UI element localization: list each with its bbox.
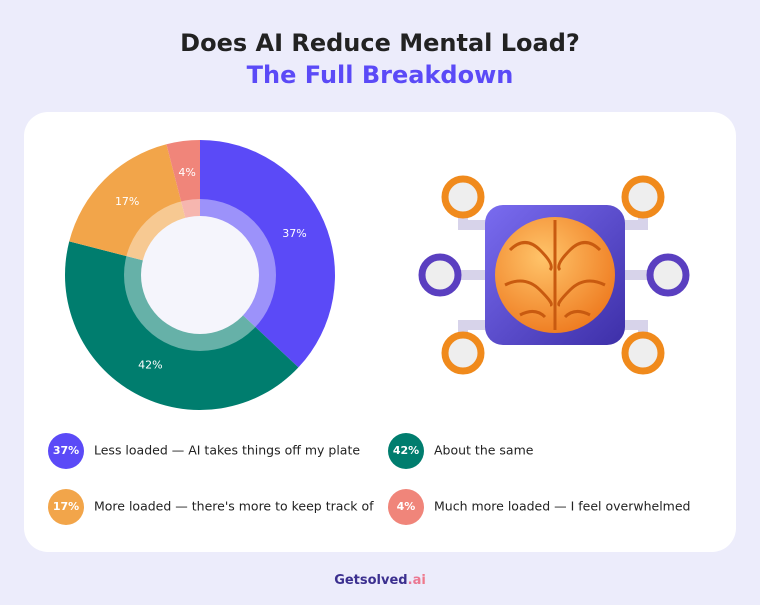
legend: 37% Less loaded — AI takes things off my … xyxy=(48,433,691,525)
slice-label: 37% xyxy=(282,227,306,240)
legend-label: Less loaded — AI takes things off my pla… xyxy=(94,443,360,458)
donut-chart: 37% 42% 17% 4% xyxy=(65,140,335,410)
legend-swatch xyxy=(388,433,424,469)
footer-brand: Getsolved.ai xyxy=(334,573,426,588)
legend-label: More loaded — there's more to keep track… xyxy=(94,499,374,514)
legend-swatch xyxy=(48,433,84,469)
slice-label: 42% xyxy=(138,358,162,371)
brand-suffix: .ai xyxy=(408,573,426,588)
brain-illustration xyxy=(418,175,690,375)
legend-swatch xyxy=(48,489,84,525)
subtitle: The Full Breakdown xyxy=(247,61,514,89)
slice xyxy=(200,140,335,368)
legend-value: 17% xyxy=(53,500,79,513)
legend-value: 4% xyxy=(397,500,416,513)
legend-value: 37% xyxy=(53,444,79,457)
title: Does AI Reduce Mental Load? xyxy=(180,29,580,57)
legend-label: Much more loaded — I feel overwhelmed xyxy=(434,499,691,514)
slice-label: 4% xyxy=(178,166,195,179)
brand: Getsolved xyxy=(334,573,407,588)
legend-swatch xyxy=(388,489,424,525)
legend-value: 42% xyxy=(393,444,419,457)
donut-hole xyxy=(141,216,259,334)
slice-label: 17% xyxy=(115,195,139,208)
legend-label: About the same xyxy=(434,443,534,458)
